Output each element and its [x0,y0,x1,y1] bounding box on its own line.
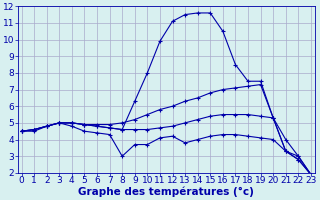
X-axis label: Graphe des températures (°c): Graphe des températures (°c) [78,187,254,197]
